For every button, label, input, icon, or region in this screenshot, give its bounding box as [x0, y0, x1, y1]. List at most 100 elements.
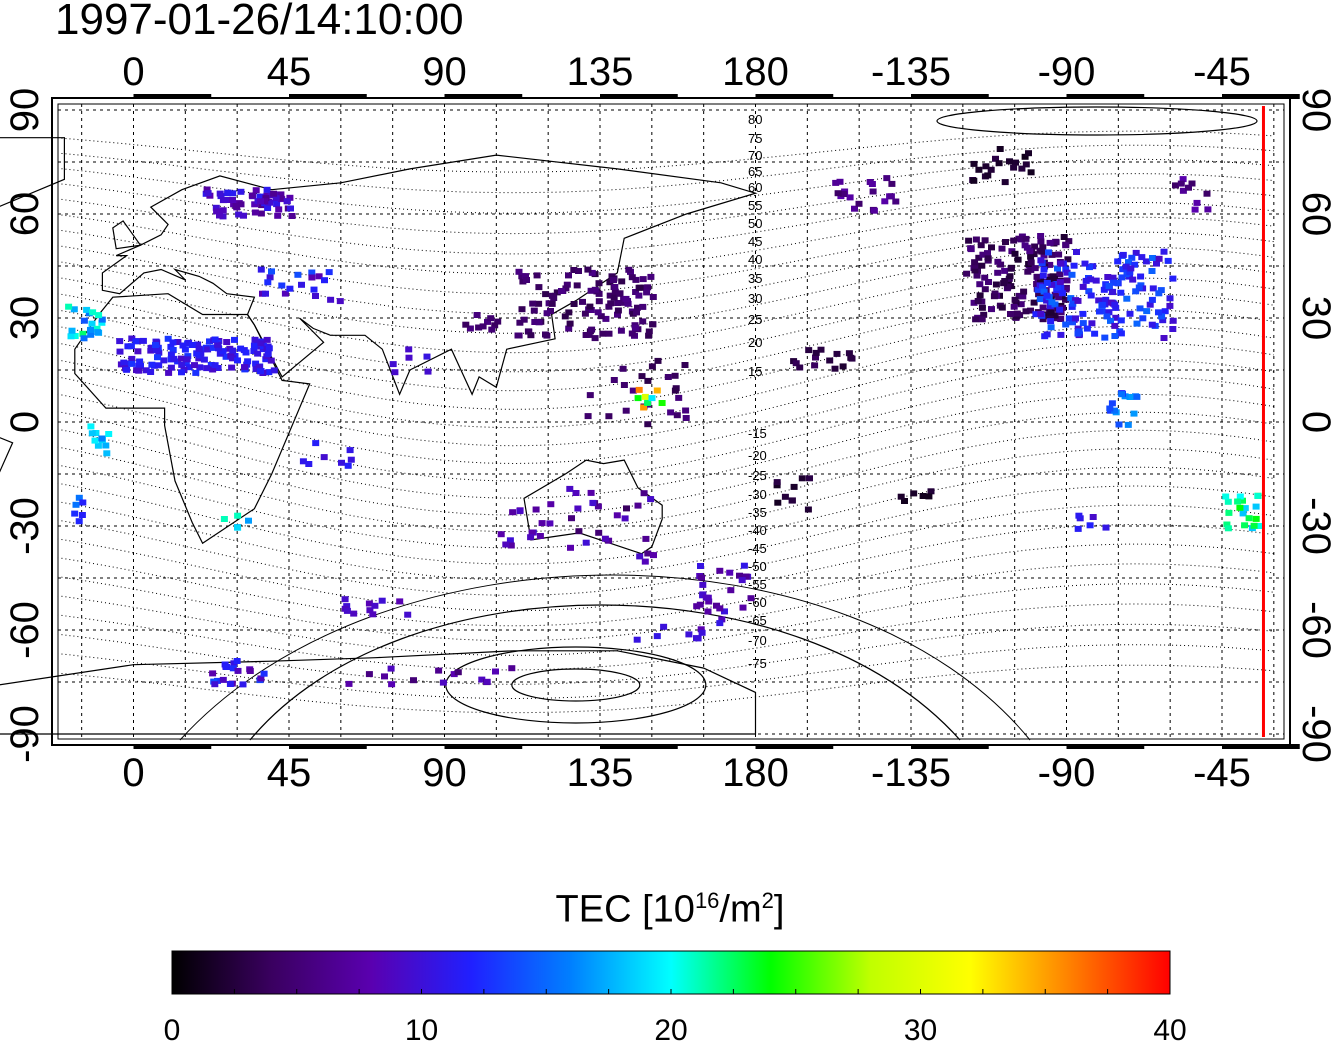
tec-point	[973, 272, 981, 279]
tec-point	[1018, 165, 1026, 172]
tec-point	[653, 633, 661, 640]
antarctica-coast	[0, 650, 757, 735]
tec-point	[1030, 299, 1038, 306]
tec-point	[664, 374, 672, 380]
tec-point	[88, 430, 96, 437]
contour-label: 20	[748, 335, 762, 350]
contour-line	[57, 429, 1274, 533]
tec-point	[1052, 239, 1060, 246]
contour-label: 80	[748, 112, 762, 127]
tec-point	[990, 293, 998, 300]
tec-point	[561, 313, 569, 320]
tec-point	[697, 563, 704, 569]
tec-point	[1164, 257, 1172, 264]
tec-point	[881, 198, 889, 205]
tec-point	[214, 341, 222, 348]
lon-tick-label-bottom: -90	[1038, 751, 1096, 795]
tec-point	[1102, 296, 1110, 303]
contour-label: 15	[748, 364, 762, 379]
tec-point	[272, 195, 280, 202]
tec-point	[1149, 255, 1156, 261]
tec-point	[147, 369, 155, 375]
tec-point	[298, 281, 305, 288]
tec-point	[985, 279, 992, 285]
tec-point	[183, 356, 191, 363]
colorbar-gradient	[171, 950, 1171, 995]
tec-point	[639, 318, 647, 325]
tec-point	[587, 489, 595, 496]
tec-point	[992, 155, 999, 162]
tec-point	[640, 490, 648, 497]
tec-point	[462, 321, 470, 328]
tec-point	[640, 284, 648, 291]
contour-label: -20	[748, 448, 767, 463]
tec-point	[633, 636, 641, 643]
contour-label: -45	[748, 541, 767, 556]
tec-point	[1027, 307, 1034, 314]
tec-point	[635, 292, 643, 299]
tec-point	[1015, 235, 1023, 242]
tec-point	[404, 611, 412, 618]
tec-point	[716, 567, 724, 574]
tec-point	[196, 364, 204, 371]
tec-point	[98, 319, 106, 326]
tec-point	[389, 361, 397, 368]
tec-point	[189, 342, 196, 348]
tec-point	[553, 289, 561, 296]
tec-point	[1104, 274, 1112, 280]
tec-point	[1255, 523, 1263, 529]
tec-point	[1087, 276, 1095, 283]
contour-label: 55	[748, 198, 762, 213]
tec-point	[72, 501, 80, 508]
tec-point	[294, 271, 302, 278]
tec-point	[229, 197, 236, 203]
tec-point	[1035, 291, 1043, 298]
tec-point	[649, 294, 657, 300]
tec-point	[365, 671, 373, 678]
tec-point	[65, 303, 73, 310]
tec-point	[645, 328, 653, 335]
bottom-border-bar	[1222, 744, 1300, 749]
tec-point	[273, 201, 281, 208]
tec-point	[75, 494, 83, 501]
britain-coast	[112, 220, 142, 250]
tec-point	[1040, 266, 1048, 273]
tec-point	[1037, 257, 1045, 264]
tec-point	[1086, 264, 1093, 271]
tec-point	[152, 342, 159, 348]
tec-point	[257, 266, 265, 273]
tec-point	[1074, 525, 1082, 532]
tec-point	[1111, 301, 1119, 308]
tec-point	[610, 377, 618, 383]
tec-point	[185, 339, 193, 346]
tec-point	[804, 506, 812, 513]
eurasia-coast	[101, 154, 758, 396]
tec-point	[257, 340, 265, 347]
tec-point	[1161, 308, 1169, 315]
tec-point	[1074, 297, 1082, 304]
tec-point	[641, 558, 649, 565]
tec-point	[264, 351, 272, 357]
contour-label: 25	[748, 312, 762, 327]
tec-point	[574, 505, 582, 512]
tec-point	[572, 490, 580, 496]
figure-title: 1997-01-26/14:10:00	[55, 0, 464, 44]
tec-point	[617, 327, 625, 334]
tec-point	[1132, 249, 1140, 256]
tec-point	[174, 358, 182, 365]
tec-point	[267, 357, 275, 364]
tec-point	[1108, 400, 1116, 407]
tec-point	[264, 279, 272, 286]
contour-label: 45	[748, 234, 762, 249]
tec-point	[1045, 249, 1052, 256]
tec-point	[1038, 248, 1046, 255]
tec-point	[812, 354, 819, 361]
tec-point	[224, 197, 232, 203]
australia-coast	[523, 459, 663, 555]
lat-tick-label-left: 0	[3, 411, 47, 433]
tec-point	[566, 485, 574, 492]
tec-point	[1143, 308, 1151, 315]
tec-point	[975, 254, 983, 261]
tec-point	[341, 596, 349, 603]
tec-point	[1011, 250, 1019, 257]
